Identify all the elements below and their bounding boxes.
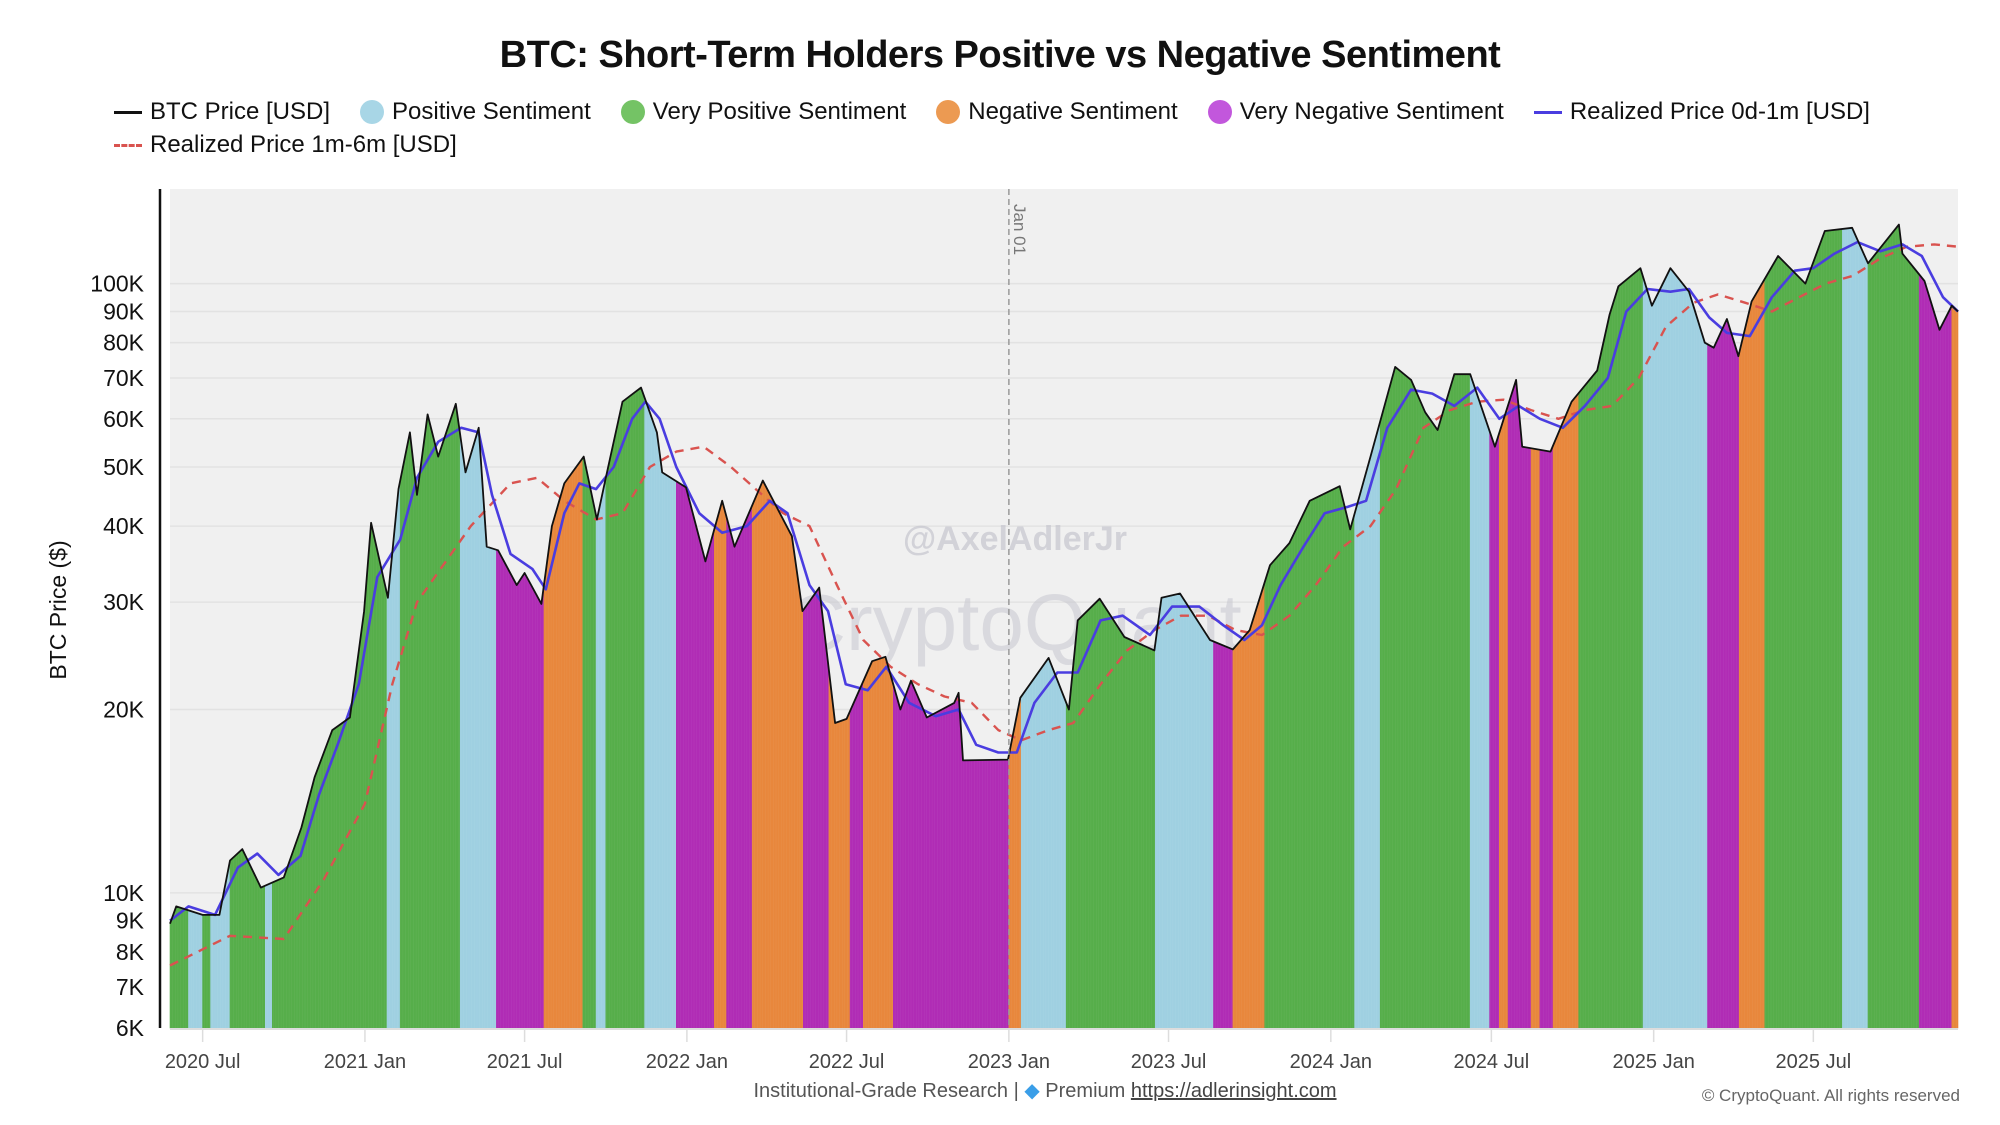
footer-text: Institutional-Grade Research |	[753, 1080, 1019, 1102]
bar-very-positive	[1065, 598, 1156, 1029]
x-tick-label: 2022 Jan	[646, 1051, 728, 1073]
dot-swatch-icon	[936, 100, 961, 124]
line-swatch-icon	[114, 110, 142, 114]
bar-very-negative	[1489, 431, 1500, 1029]
y-tick-label: 80K	[103, 330, 145, 356]
footer: Institutional-Grade Research | ◆ Premium…	[0, 1078, 2000, 1103]
footer-premium: Premium	[1045, 1080, 1126, 1102]
chart-title: BTC: Short-Term Holders Positive vs Nega…	[499, 34, 1501, 76]
bar-very-positive	[582, 455, 597, 1029]
legend-label: Very Negative Sentiment	[1239, 98, 1504, 125]
legend-item-positive[interactable]: Positive Sentiment	[360, 98, 591, 126]
x-tick-label: 2025 Jan	[1613, 1051, 1695, 1073]
legend-item-very-negative[interactable]: Very Negative Sentiment	[1207, 98, 1504, 126]
x-tick-label: 2021 Jul	[487, 1051, 563, 1073]
bar-very-positive	[1264, 485, 1355, 1029]
x-tick-label: 2020 Jul	[165, 1051, 241, 1073]
annotation-label: Jan 01	[1010, 204, 1029, 255]
gem-icon: ◆	[1024, 1080, 1040, 1102]
legend-label: Positive Sentiment	[392, 98, 591, 125]
bar-negative	[1232, 582, 1265, 1029]
bar-negative	[862, 656, 894, 1029]
bar-positive	[644, 397, 677, 1029]
y-tick-label: 8K	[116, 939, 145, 965]
y-tick-label: 6K	[116, 1015, 145, 1041]
legend-item-negative[interactable]: Negative Sentiment	[936, 98, 1178, 126]
legend-item-very-positive[interactable]: Very Positive Sentiment	[620, 98, 907, 126]
bar-very-negative	[1918, 273, 1953, 1029]
y-tick-label: 70K	[103, 365, 145, 391]
x-tick-label: 2021 Jan	[324, 1051, 406, 1073]
dot-swatch-icon	[620, 100, 645, 124]
legend-row-2: Realized Price 1m-6m [USD]	[114, 131, 457, 159]
dash-swatch-icon	[114, 143, 142, 147]
x-tick-label: 2023 Jan	[968, 1051, 1050, 1073]
bar-positive	[1642, 267, 1708, 1029]
bar-negative	[1951, 305, 1959, 1029]
watermark-handle: @AxelAdlerJr	[903, 520, 1127, 558]
y-tick-label: 50K	[103, 454, 145, 480]
bar-negative	[1738, 277, 1766, 1029]
x-tick-label: 2022 Jul	[809, 1051, 885, 1073]
line-swatch-icon	[1533, 110, 1562, 114]
y-tick-label: 60K	[103, 406, 145, 432]
y-axis-label: BTC Price ($)	[45, 540, 71, 679]
x-tick-label: 2024 Jan	[1290, 1051, 1372, 1073]
legend-label: BTC Price [USD]	[150, 98, 331, 125]
bar-positive	[264, 882, 273, 1029]
legend-item-rp-1m-6m[interactable]: Realized Price 1m-6m [USD]	[114, 131, 457, 159]
y-tick-label: 9K	[116, 908, 145, 934]
y-tick-label: 30K	[103, 589, 145, 615]
realized-price-1m-6m-line	[169, 243, 1959, 967]
legend-label: Realized Price 1m-6m [USD]	[150, 131, 457, 158]
btc-price-line	[169, 223, 1959, 925]
bar-very-negative	[675, 480, 715, 1029]
y-tick-label: 40K	[103, 513, 145, 539]
legend-label: Realized Price 0d-1m [USD]	[1569, 98, 1870, 125]
bar-negative	[1552, 392, 1579, 1029]
y-tick-label: 100K	[90, 271, 144, 297]
legend-item-rp-0d-1m[interactable]: Realized Price 0d-1m [USD]	[1533, 98, 1870, 126]
x-tick-label: 2025 Jul	[1776, 1051, 1852, 1073]
bar-positive	[595, 477, 607, 1029]
bar-very-negative	[1539, 445, 1554, 1029]
legend-label: Very Positive Sentiment	[652, 98, 907, 125]
sentiment-bars	[169, 223, 1959, 1029]
bar-positive	[1020, 657, 1067, 1029]
footer-link[interactable]: https://adlerinsight.com	[1130, 1080, 1337, 1102]
legend-label: Negative Sentiment	[968, 98, 1178, 125]
legend-item-btc-price[interactable]: BTC Price [USD]	[114, 98, 330, 126]
bar-very-positive	[1379, 366, 1471, 1029]
bar-positive	[188, 909, 203, 1029]
y-tick-label: 7K	[116, 974, 145, 1000]
annotation: Jan 01	[1008, 189, 1029, 1028]
x-tick-label: 2024 Jul	[1454, 1051, 1530, 1073]
bar-positive	[1842, 227, 1869, 1029]
bar-very-negative	[849, 680, 864, 1029]
series-lines	[169, 223, 1959, 967]
bar-very-positive	[1867, 223, 1920, 1029]
dot-swatch-icon	[360, 100, 385, 124]
copyright: © CryptoQuant. All rights reserved	[1701, 1086, 1960, 1105]
y-tick-label: 20K	[103, 696, 145, 722]
legend: BTC Price [USD] Positive Sentiment Very …	[114, 98, 1870, 126]
bar-very-negative	[802, 586, 830, 1029]
y-tick-label: 10K	[103, 880, 145, 906]
x-axis-ticks: 2020 Jul 2021 Jan 2021 Jul 2022 Jan 2022 Jul…	[165, 1029, 1851, 1073]
y-tick-label: 90K	[103, 299, 145, 325]
bar-very-positive	[399, 403, 461, 1029]
x-tick-label: 2023 Jul	[1131, 1051, 1207, 1073]
bar-very-negative	[726, 505, 753, 1029]
dot-swatch-icon	[1207, 100, 1232, 124]
bar-very-positive	[202, 914, 211, 1029]
